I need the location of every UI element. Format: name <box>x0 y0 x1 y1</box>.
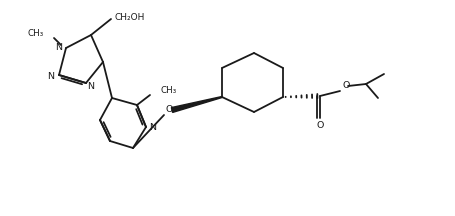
Text: CH₂OH: CH₂OH <box>115 13 145 22</box>
Text: CH₃: CH₃ <box>161 86 177 95</box>
Polygon shape <box>171 97 222 112</box>
Text: O: O <box>316 121 323 130</box>
Text: O: O <box>165 105 172 113</box>
Text: N: N <box>56 43 62 51</box>
Text: N: N <box>87 81 94 91</box>
Text: N: N <box>149 122 156 132</box>
Text: O: O <box>342 81 349 89</box>
Text: N: N <box>47 71 55 81</box>
Text: CH₃: CH₃ <box>28 29 44 38</box>
